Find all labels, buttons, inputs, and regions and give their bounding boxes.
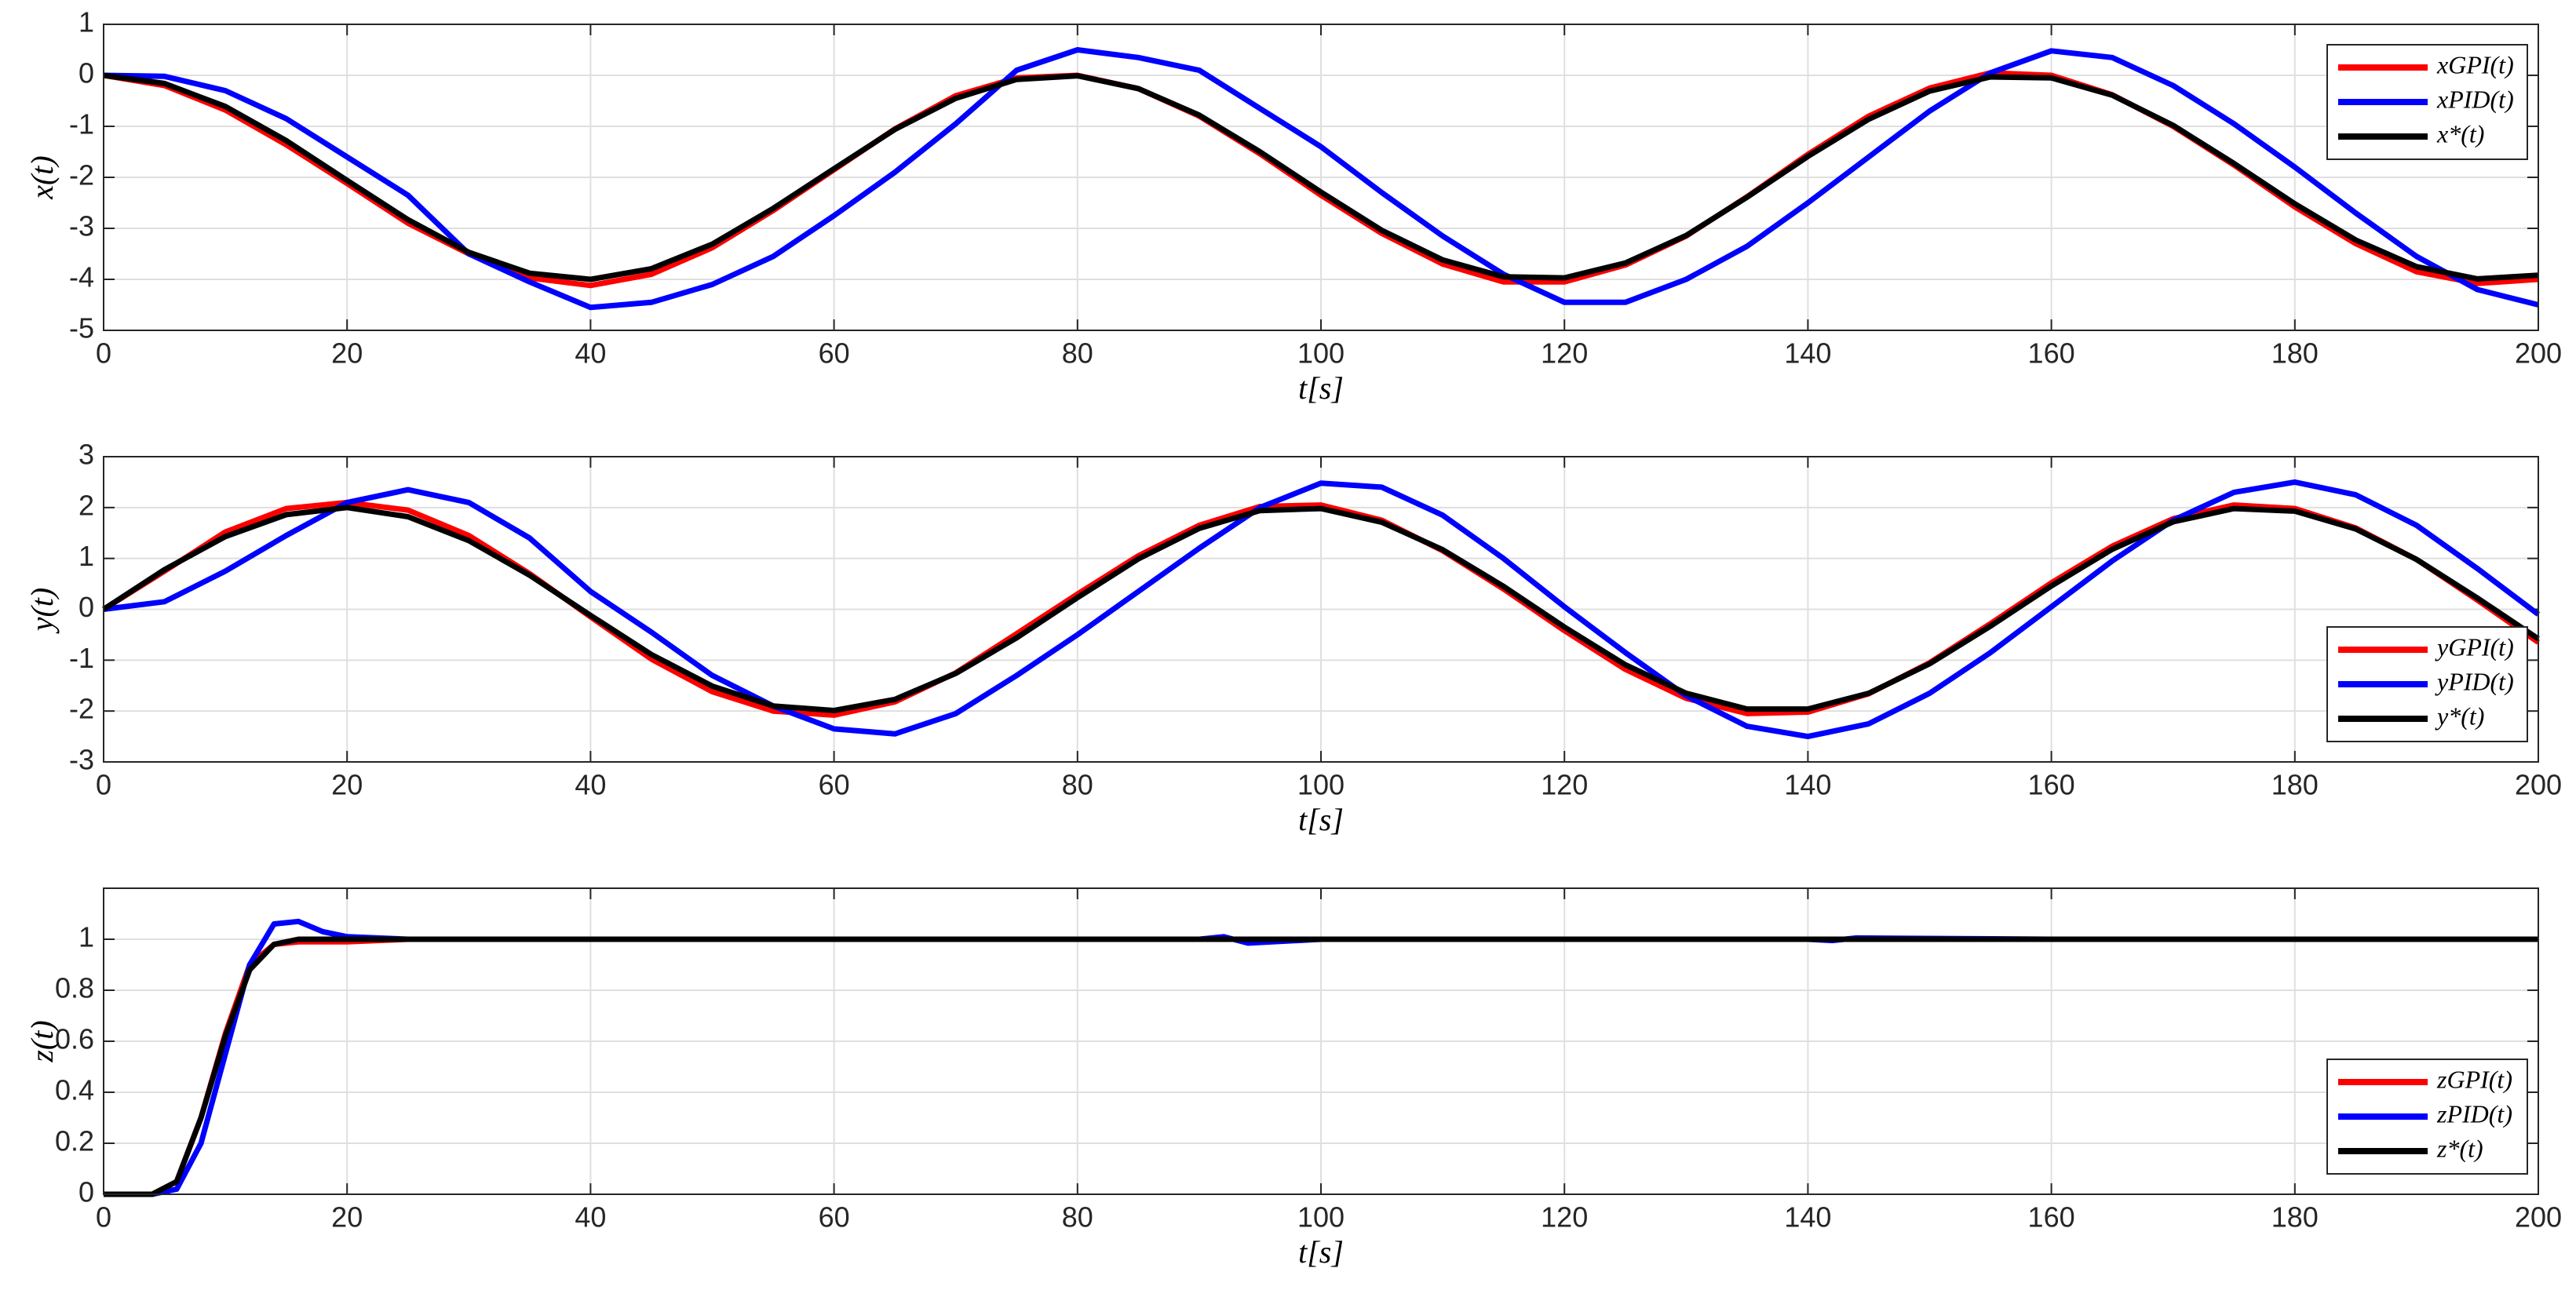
x-tick-label: 200 xyxy=(2515,769,2562,801)
legend-label: yGPI(t) xyxy=(2435,632,2514,661)
x-tick-label: 100 xyxy=(1297,769,1345,801)
axes-box xyxy=(103,24,2539,331)
x-tick-label: 180 xyxy=(2271,1201,2319,1234)
legend-label: x*(t) xyxy=(2436,119,2484,148)
y-tick-label: -1 xyxy=(69,108,94,140)
y-axis-label: x(t) xyxy=(24,155,60,200)
x-tick-label: 120 xyxy=(1541,769,1588,801)
x-tick-label: 80 xyxy=(1062,337,1093,370)
x-tick-label: 100 xyxy=(1297,1201,1345,1234)
x-tick-label: 0 xyxy=(96,769,111,801)
y-tick-label: 1 xyxy=(78,921,94,953)
axes-box xyxy=(103,887,2539,1195)
x-tick-label: 140 xyxy=(1784,769,1831,801)
x-tick-label: 100 xyxy=(1297,337,1345,370)
x-tick-label: 160 xyxy=(2028,337,2075,370)
x-tick-label: 80 xyxy=(1062,1201,1093,1234)
series-line xyxy=(103,72,2539,282)
y-tick-label: 0.2 xyxy=(55,1125,94,1157)
series-line xyxy=(102,505,2540,713)
x-tick-label: 200 xyxy=(2515,337,2562,370)
y-tick-label: -4 xyxy=(69,261,94,293)
x-axis-label: t[s] xyxy=(1298,1234,1344,1270)
x-tick-label: 20 xyxy=(331,1201,363,1234)
y-tick-label: -3 xyxy=(69,210,94,242)
x-tick-label: 140 xyxy=(1784,337,1831,370)
y-tick-label: 3 xyxy=(78,439,94,471)
x-tick-label: 0 xyxy=(96,337,111,370)
series-line xyxy=(104,936,2538,1197)
x-tick-label: 40 xyxy=(575,337,606,370)
x-axis-label: t[s] xyxy=(1298,802,1344,837)
y-tick-label: -1 xyxy=(69,642,94,674)
x-tick-label: 140 xyxy=(1784,1201,1831,1234)
x-tick-label: 40 xyxy=(575,1201,606,1234)
legend-label: z*(t) xyxy=(2436,1134,2483,1162)
y-tick-label: 0.8 xyxy=(55,972,94,1004)
x-tick-label: 20 xyxy=(331,769,363,801)
y-tick-label: -2 xyxy=(69,159,94,191)
y-tick-label: 0 xyxy=(78,591,94,623)
legend-label: y*(t) xyxy=(2435,701,2484,730)
x-tick-label: 60 xyxy=(819,337,850,370)
legend-label: zPID(t) xyxy=(2436,1099,2512,1128)
y-tick-label: 2 xyxy=(78,489,94,521)
legend-label: zGPI(t) xyxy=(2436,1065,2512,1093)
y-tick-label: 1 xyxy=(78,6,94,38)
x-tick-label: 60 xyxy=(819,1201,850,1234)
x-tick-label: 120 xyxy=(1541,1201,1588,1234)
y-tick-label: -2 xyxy=(69,693,94,725)
x-tick-label: 120 xyxy=(1541,337,1588,370)
x-tick-label: 180 xyxy=(2271,769,2319,801)
legend-label: xPID(t) xyxy=(2436,85,2514,113)
y-tick-label: 1 xyxy=(78,540,94,572)
x-axis-label: t[s] xyxy=(1298,370,1344,406)
x-tick-label: 60 xyxy=(819,769,850,801)
y-axis-label: y(t) xyxy=(24,588,60,635)
x-tick-label: 80 xyxy=(1062,769,1093,801)
y-tick-label: -3 xyxy=(69,744,94,776)
axes-box xyxy=(103,456,2539,763)
y-tick-label: 0 xyxy=(78,57,94,89)
series-line xyxy=(103,47,2539,311)
legend-label: yPID(t) xyxy=(2435,667,2514,695)
x-tick-label: 40 xyxy=(575,769,606,801)
series-line xyxy=(103,479,2541,740)
y-axis-label: z(t) xyxy=(24,1020,60,1062)
y-tick-label: 0 xyxy=(78,1176,94,1208)
y-tick-label: 0.4 xyxy=(55,1074,94,1106)
x-tick-label: 160 xyxy=(2028,1201,2075,1234)
x-tick-label: 0 xyxy=(96,1201,111,1234)
x-tick-label: 180 xyxy=(2271,337,2319,370)
x-tick-label: 200 xyxy=(2515,1201,2562,1234)
y-tick-label: 0.6 xyxy=(55,1023,94,1055)
legend-label: xGPI(t) xyxy=(2436,50,2514,78)
x-tick-label: 20 xyxy=(331,337,363,370)
x-tick-label: 160 xyxy=(2028,769,2075,801)
y-tick-label: -5 xyxy=(69,312,94,344)
